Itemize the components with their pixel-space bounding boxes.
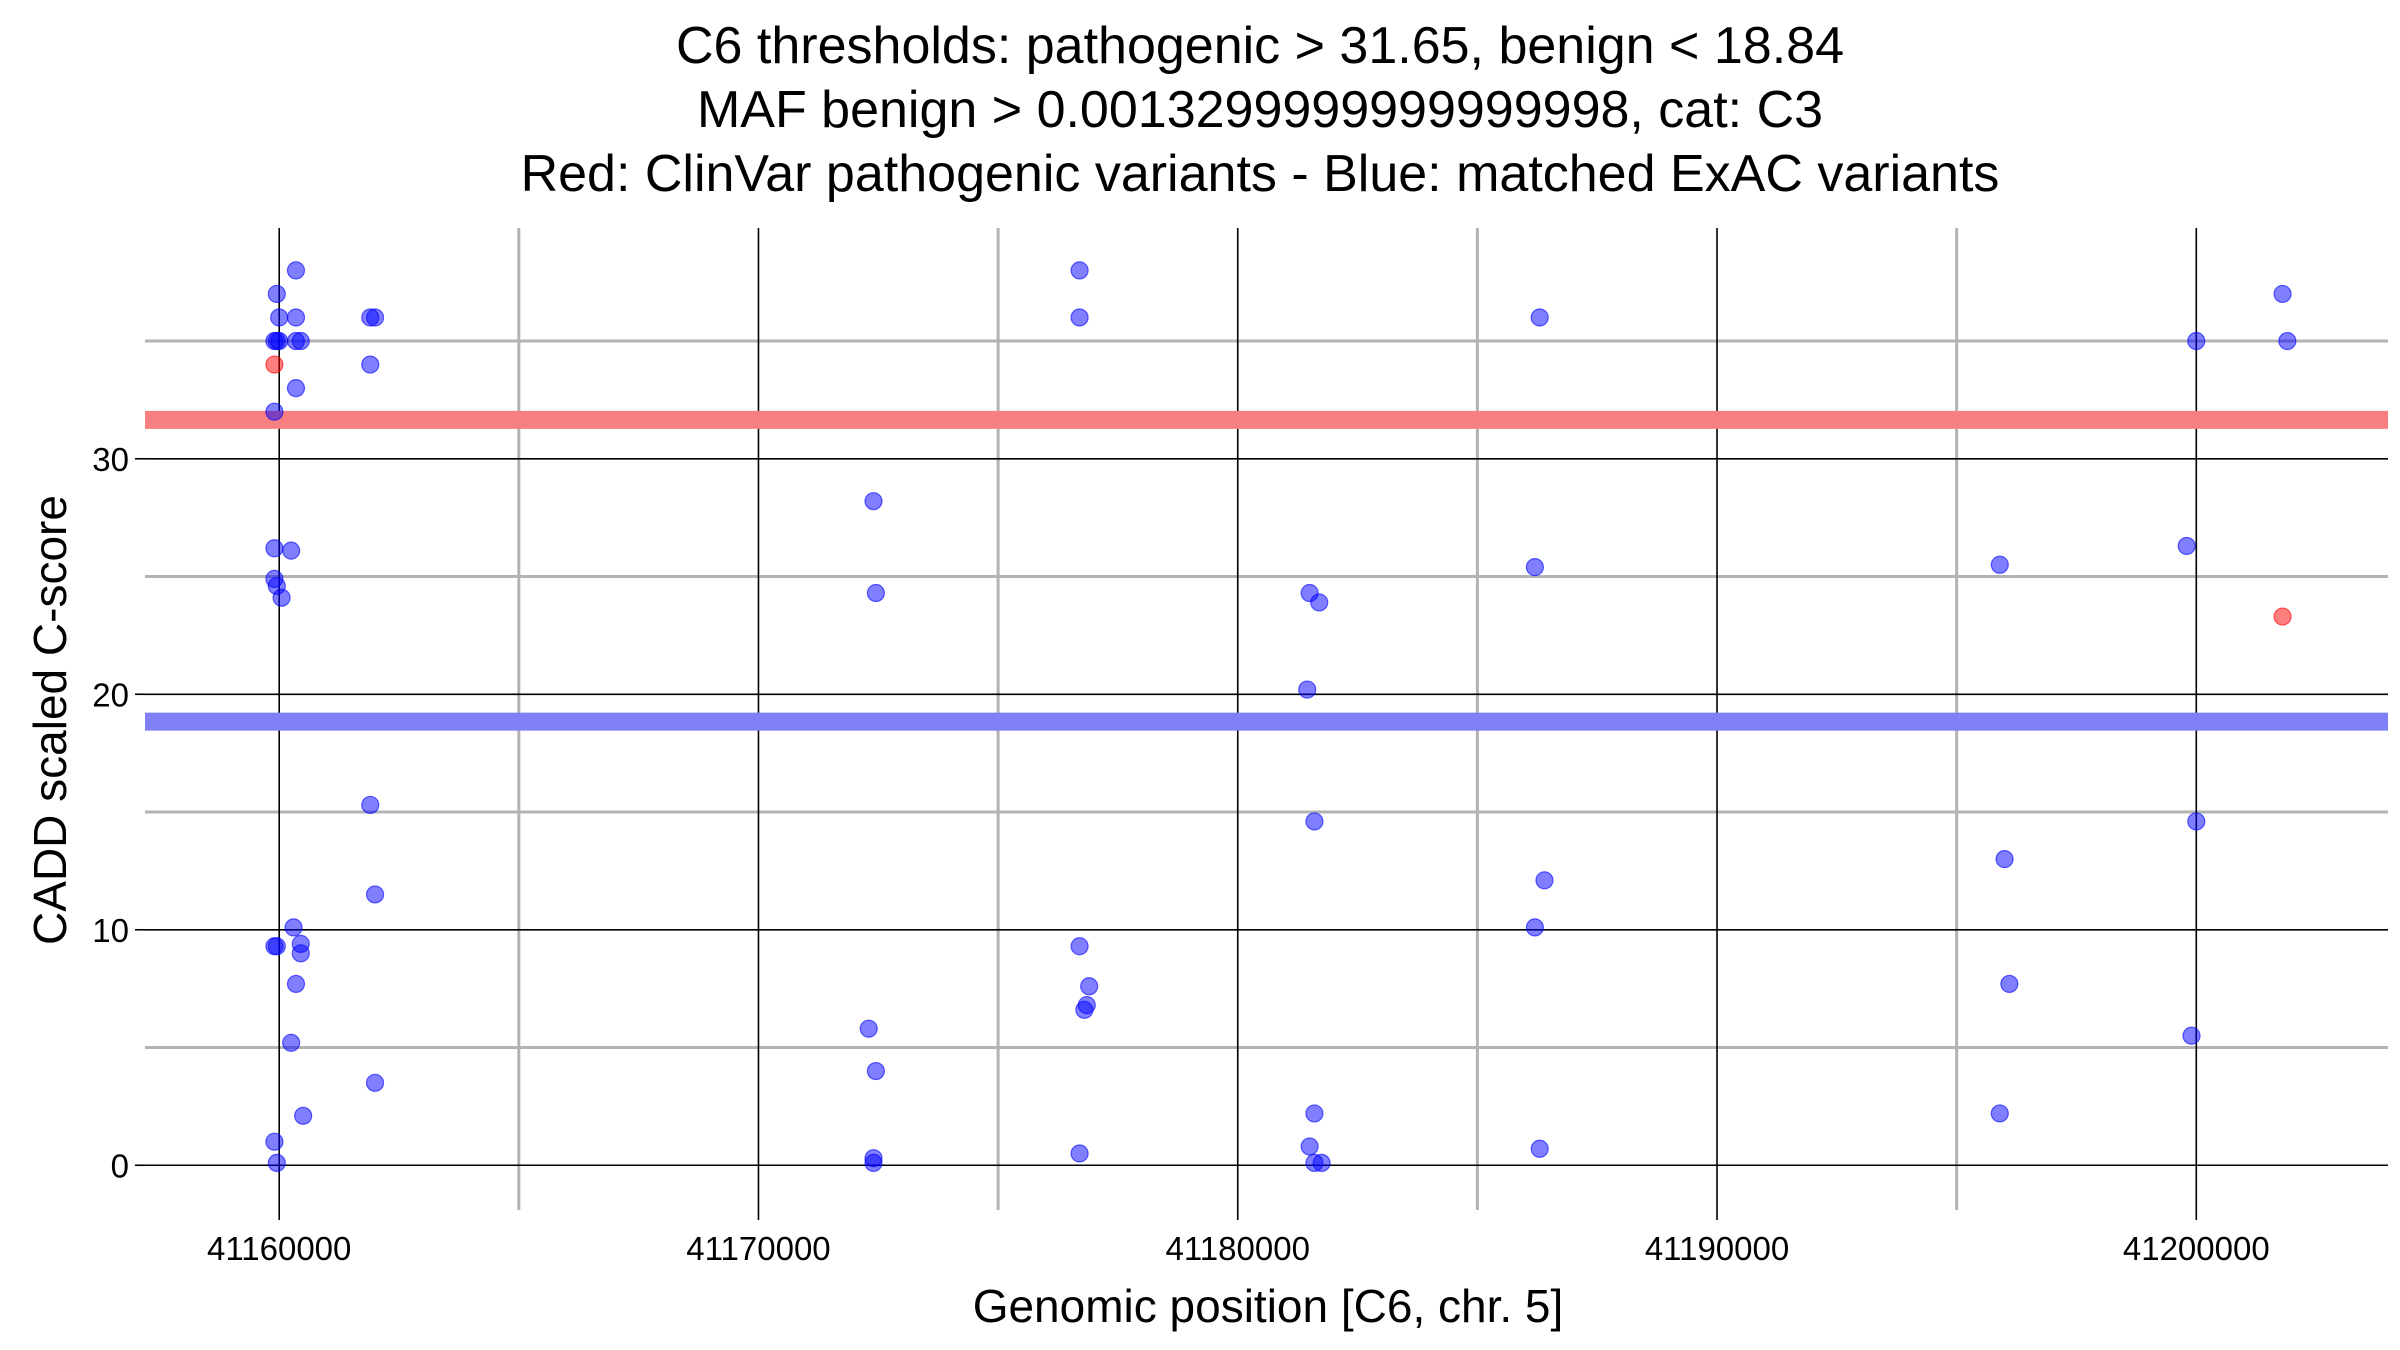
y-tick-label-2: 20 [92, 676, 129, 713]
exac-point-32 [864, 492, 883, 511]
exac-point-41 [1080, 977, 1099, 996]
exac-point-39 [1070, 308, 1089, 327]
exac-point-58 [1990, 555, 2009, 574]
x-tick-label-4: 41200000 [2123, 1230, 2270, 1267]
exac-point-28 [361, 355, 380, 374]
exac-point-22 [291, 944, 310, 963]
exac-point-4 [270, 331, 289, 351]
exac-point-19 [282, 541, 301, 560]
exac-point-35 [866, 1061, 885, 1081]
exac-point-5 [265, 402, 284, 421]
exac-point-25 [294, 1106, 313, 1125]
axes: 41160000 41170000 41180000 41190000 41200000… [92, 441, 2269, 1267]
exac-point-49 [1305, 1104, 1324, 1123]
exac-point-37 [864, 1153, 883, 1173]
exac-point-27 [365, 308, 385, 327]
chart-title-line-3: Red: ClinVar pathogenic variants - Blue:… [521, 145, 2000, 203]
exac-point-46 [1310, 593, 1329, 612]
exac-point-57 [1530, 1139, 1549, 1158]
exac-point-38 [1070, 261, 1089, 280]
exac-point-40 [1070, 937, 1089, 956]
exac-point-48 [1305, 812, 1324, 831]
exac-point-62 [2177, 536, 2196, 556]
exac-point-31 [365, 1073, 385, 1092]
x-axis-title: Genomic position [C6, chr. 5] [973, 1280, 1564, 1332]
exac-point-55 [1535, 871, 1554, 890]
exac-point-11 [267, 937, 286, 956]
exac-point-67 [2278, 331, 2297, 351]
exac-point-56 [1525, 918, 1544, 937]
y-tick-label-3: 30 [92, 441, 129, 478]
x-tick-label-2: 41180000 [1166, 1230, 1310, 1267]
exac-point-24 [282, 1033, 301, 1052]
exac-point-63 [2187, 331, 2206, 351]
exac-point-53 [1530, 308, 1549, 327]
exac-point-23 [286, 974, 306, 994]
exac-point-44 [1070, 1144, 1089, 1163]
y-tick-label-1: 10 [92, 912, 129, 949]
x-tick-label-1: 41170000 [686, 1230, 830, 1267]
clinvar-point-0 [265, 355, 284, 374]
exac-point-60 [2000, 974, 2019, 994]
y-axis-title: CADD scaled C-score [24, 495, 76, 945]
y-tick-label-0: 0 [111, 1147, 129, 1184]
x-tick-label-3: 41190000 [1645, 1230, 1789, 1267]
exac-point-52 [1312, 1153, 1331, 1173]
exac-point-18 [286, 379, 306, 398]
exac-point-6 [265, 539, 284, 558]
exac-point-17 [291, 331, 310, 351]
exac-point-50 [1300, 1137, 1319, 1156]
exac-point-54 [1525, 558, 1544, 577]
exac-point-9 [272, 588, 291, 607]
exac-point-0 [267, 284, 286, 304]
exac-point-33 [866, 583, 885, 603]
exac-point-1 [270, 308, 289, 327]
threshold-lines [145, 410, 2388, 731]
data-points [265, 261, 2297, 1173]
exac-point-29 [361, 795, 380, 815]
chart-title-line-1: C6 thresholds: pathogenic > 31.65, benig… [676, 17, 1844, 75]
clinvar-point-1 [2273, 607, 2292, 626]
x-tick-label-0: 41160000 [207, 1230, 351, 1267]
exac-point-15 [286, 308, 306, 327]
exac-point-65 [2182, 1026, 2201, 1045]
exac-point-14 [286, 261, 306, 280]
exac-point-47 [1298, 680, 1317, 699]
exac-point-12 [265, 1132, 284, 1151]
exac-point-59 [1995, 850, 2014, 869]
chart-title-line-2: MAF benign > 0.0013299999999999998, cat:… [697, 81, 1823, 139]
exac-point-20 [284, 918, 303, 937]
exac-point-61 [1990, 1104, 2009, 1123]
exac-point-13 [267, 1153, 286, 1173]
exac-point-64 [2187, 812, 2206, 831]
chart-title: C6 thresholds: pathogenic > 31.65, benig… [521, 17, 2000, 203]
exac-point-34 [859, 1019, 878, 1038]
exac-point-43 [1075, 1000, 1094, 1019]
exac-point-30 [365, 885, 385, 904]
exac-point-66 [2273, 284, 2292, 304]
